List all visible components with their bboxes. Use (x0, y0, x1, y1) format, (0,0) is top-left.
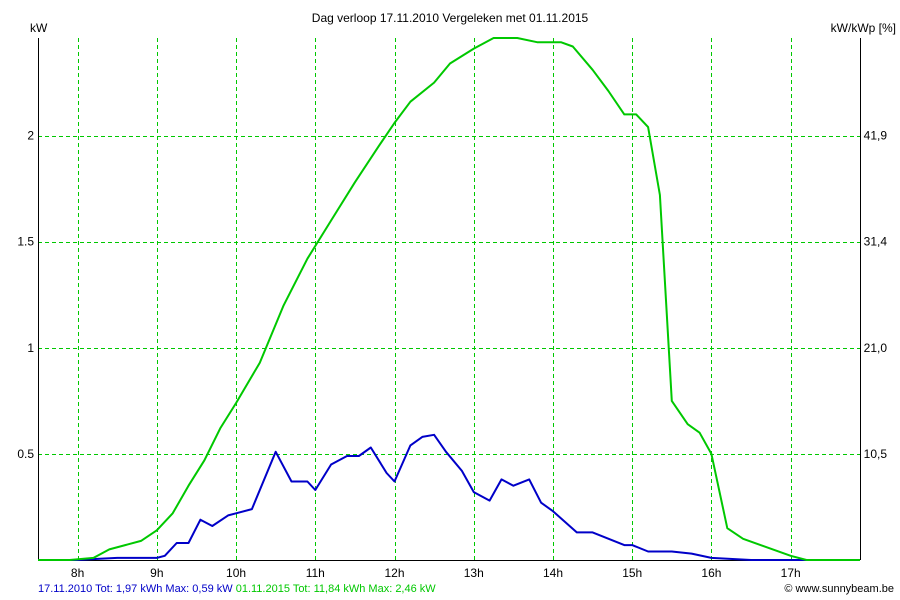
y-tick-label-right: 31,4 (864, 235, 888, 249)
series-line-2015 (38, 37, 860, 561)
x-tick-label: 11h (306, 566, 325, 580)
x-tick-label: 9h (150, 566, 163, 580)
y-tick-label-right: 21,0 (864, 341, 888, 355)
x-tick-label: 14h (543, 566, 563, 580)
x-tick-label: 12h (385, 566, 405, 580)
y-tick-label-left: 1.5 (17, 235, 34, 249)
y-tick-label-left: 0.5 (17, 447, 34, 461)
series-line-2010 (38, 433, 860, 561)
y-tick-label-left: 2 (27, 129, 34, 143)
footer-summary: 17.11.2010 Tot: 1,97 kWh Max: 0,59 kW 01… (38, 583, 436, 595)
x-tick-label: 8h (71, 566, 84, 580)
chart-title: Dag verloop 17.11.2010 Vergeleken met 01… (312, 11, 589, 25)
right-axis-unit: kW/kWp [%] (831, 21, 896, 35)
x-tick-label: 15h (622, 566, 642, 580)
series-2015-summary: 01.11.2015 Tot: 11,84 kWh Max: 2,46 kW (235, 583, 436, 595)
series-2010-summary: 17.11.2010 Tot: 1,97 kWh Max: 0,59 kW (38, 583, 233, 595)
left-axis-unit: kW (30, 21, 48, 35)
x-tick-label: 10h (226, 566, 246, 580)
y-tick-label-right: 41,9 (864, 129, 888, 143)
y-tick-label-left: 1 (27, 341, 34, 355)
x-tick-label: 17h (781, 566, 801, 580)
x-tick-label: 13h (464, 566, 484, 580)
credit-text: © www.sunnybeam.be (784, 583, 894, 595)
x-tick-label: 16h (701, 566, 721, 580)
y-tick-label-right: 10,5 (864, 447, 888, 461)
